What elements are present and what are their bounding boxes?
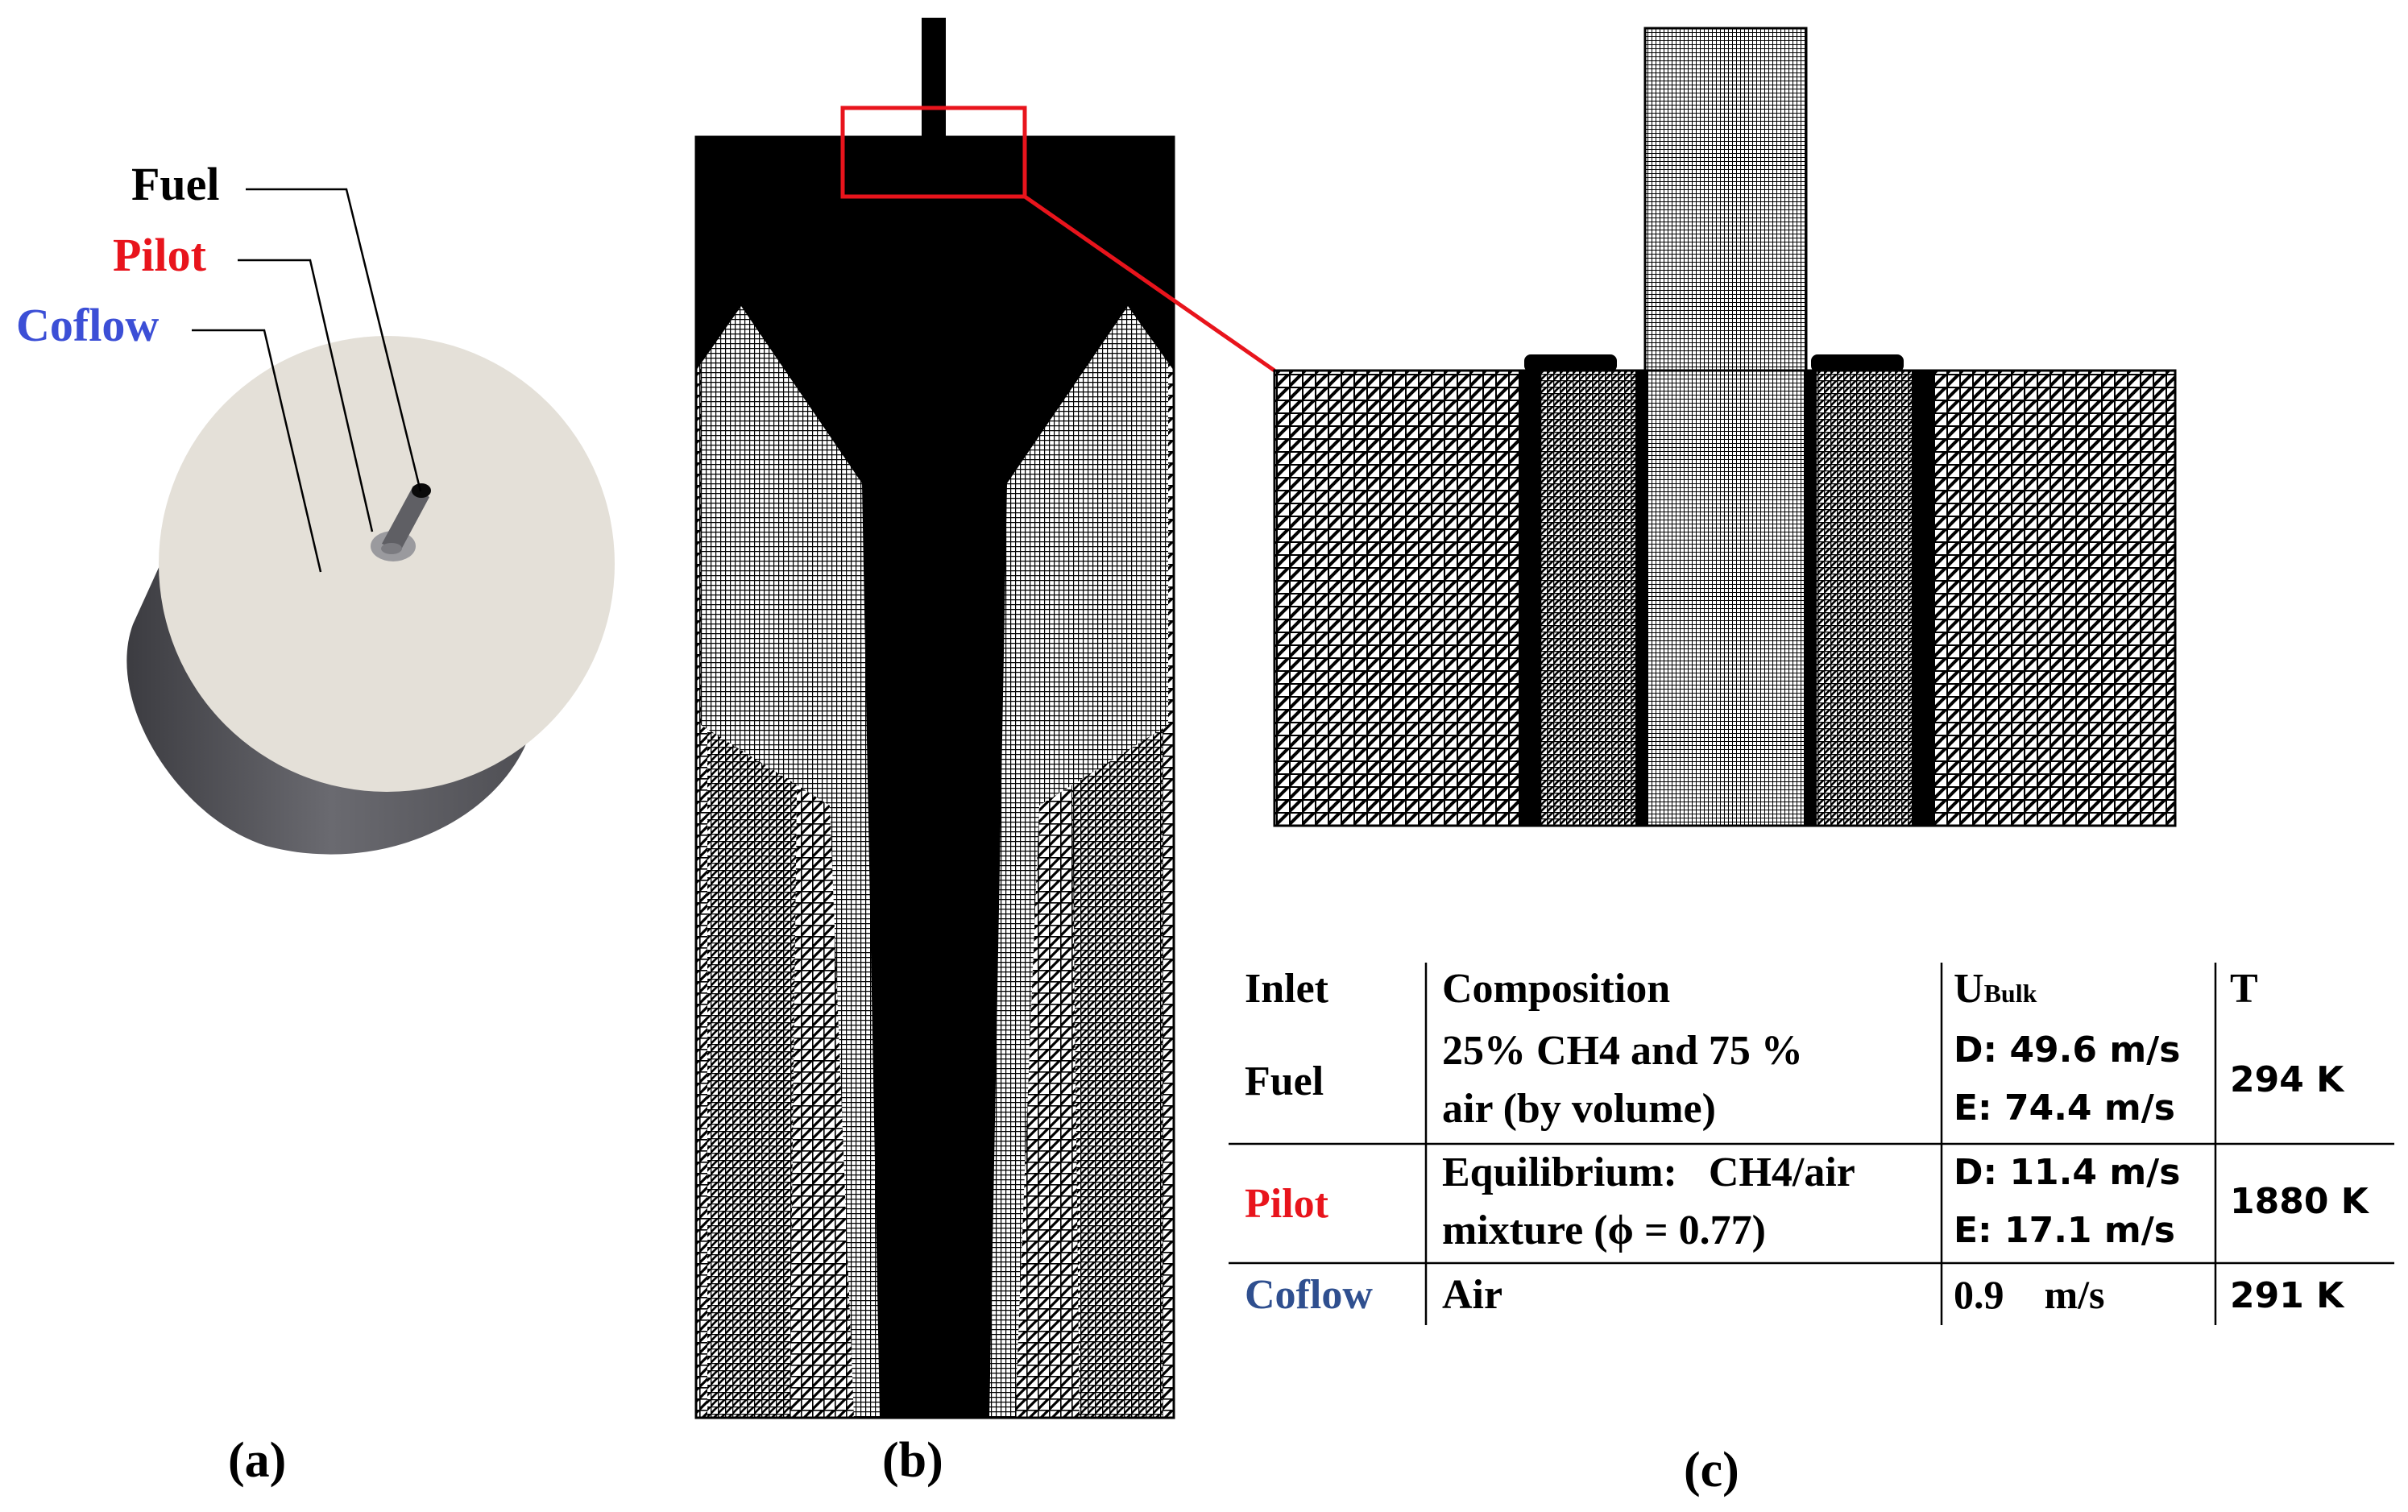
row-pilot-temperature: 1880 K (2230, 1181, 2369, 1222)
zoom-box (840, 106, 1027, 199)
caption-c: (c) (1684, 1443, 1739, 1498)
panel-a-burner-illustration (126, 336, 615, 855)
fuel-pipe-mesh (922, 18, 946, 137)
header-ubulk: UBulk (1954, 965, 2037, 1013)
row-coflow-composition: Air (1442, 1272, 1503, 1318)
cylinder-top-face (159, 336, 615, 792)
zoom-connector-line (1023, 194, 1276, 373)
row-pilot-composition-line2: mixture (ϕ = 0.77) (1442, 1208, 1766, 1253)
header-temperature: T (2230, 966, 2258, 1012)
panel-a-leader-lines (192, 188, 422, 573)
header-ubulk-main: U (1954, 966, 1984, 1012)
zoom-fuel-pipe (1645, 28, 1806, 371)
pilot-label: Pilot (113, 229, 206, 281)
fuel-leader-line (246, 188, 422, 492)
pilot-leader-line (238, 259, 374, 532)
caption-a: (a) (228, 1433, 287, 1488)
row-fuel-inlet: Fuel (1245, 1058, 1324, 1104)
fuel-label: Fuel (131, 158, 220, 210)
row-fuel-velocity-line2: E: 74.4 m/s (1954, 1087, 2175, 1129)
row-pilot-inlet: Pilot (1245, 1181, 1328, 1227)
header-inlet: Inlet (1245, 966, 1328, 1012)
coflow-label: Coflow (16, 299, 160, 351)
row-fuel-temperature: 294 K (2230, 1059, 2344, 1100)
row-coflow-velocity: 0.9 m/s (1954, 1272, 2105, 1317)
caption-b: (b) (882, 1433, 943, 1488)
table-grid (1229, 963, 2394, 1325)
row-coflow-temperature: 291 K (2230, 1275, 2344, 1316)
row-coflow-inlet: Coflow (1245, 1272, 1373, 1318)
header-ubulk-subscript: Bulk (1983, 979, 2037, 1008)
panel-c-zoom-mesh (1273, 27, 2177, 827)
panel-b-mesh (694, 18, 1175, 1419)
row-fuel-composition-line2: air (by volume) (1442, 1086, 1716, 1132)
fuel-nozzle-tube (382, 486, 429, 551)
domain-dense-region (696, 137, 1174, 1418)
row-pilot-composition-line1: Equilibrium: CH4/air (1442, 1150, 1855, 1195)
row-pilot-velocity-line1: D: 11.4 m/s (1954, 1152, 2181, 1193)
header-composition: Composition (1442, 966, 1671, 1012)
row-fuel-velocity-line1: D: 49.6 m/s (1954, 1029, 2181, 1071)
coflow-leader-line (192, 329, 322, 573)
row-pilot-velocity-line2: E: 17.1 m/s (1954, 1210, 2175, 1251)
zoom-jet-region (1635, 371, 1817, 826)
row-fuel-composition-line1: 25% CH4 and 75 % (1442, 1028, 1803, 1074)
